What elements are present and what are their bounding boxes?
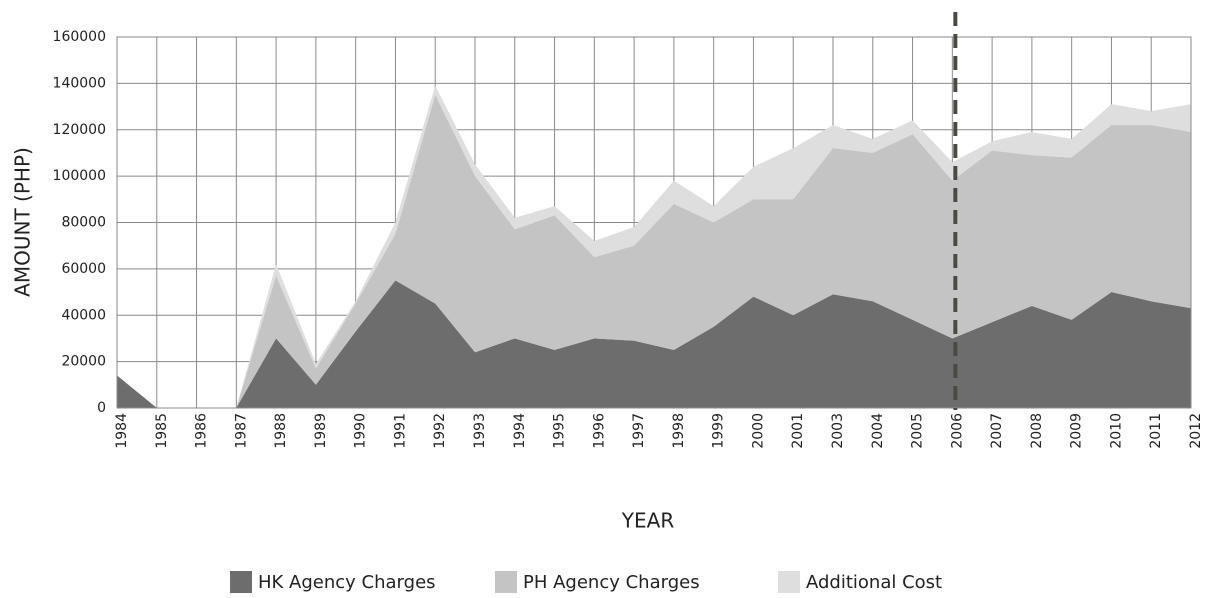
x-tick-label: 2009 (1069, 413, 1085, 449)
legend-swatch (495, 571, 517, 593)
legend-swatch (778, 571, 800, 593)
x-tick-label: 2012 (1188, 413, 1204, 449)
legend-swatch (230, 571, 252, 593)
x-tick-label: 1993 (472, 413, 488, 449)
y-tick-label: 40000 (61, 307, 106, 323)
y-axis-title: AMOUNT (PHP) (11, 147, 35, 297)
legend-label: HK Agency Charges (258, 572, 436, 593)
x-tick-label: 1985 (154, 413, 170, 449)
x-tick-label: 2007 (989, 413, 1005, 449)
x-tick-label: 2000 (750, 413, 766, 449)
x-tick-label: 1984 (114, 413, 130, 449)
x-tick-label: 1997 (631, 413, 647, 449)
x-tick-label: 1996 (591, 413, 607, 449)
x-tick-label: 1994 (512, 413, 528, 449)
x-tick-label: 2008 (1029, 413, 1045, 449)
x-tick-label: 1998 (671, 413, 687, 449)
legend-label: PH Agency Charges (523, 572, 700, 593)
x-tick-label: 2003 (830, 413, 846, 449)
x-tick-label: 1995 (552, 413, 568, 449)
x-tick-label: 2010 (1108, 413, 1124, 449)
x-tick-label: 2011 (1148, 413, 1164, 449)
legend-label: Additional Cost (806, 572, 942, 593)
y-tick-label: 100000 (53, 168, 106, 184)
y-tick-label: 20000 (61, 354, 106, 370)
x-tick-label: 1999 (711, 413, 727, 449)
x-tick-label: 2005 (910, 413, 926, 449)
y-tick-label: 120000 (53, 122, 106, 138)
y-tick-label: 160000 (53, 29, 106, 45)
x-tick-label: 2001 (790, 413, 806, 449)
y-tick-label: 80000 (61, 215, 106, 231)
y-tick-label: 0 (97, 400, 106, 416)
x-tick-label: 1991 (392, 413, 408, 449)
x-tick-label: 1990 (353, 413, 369, 449)
y-tick-label: 140000 (53, 75, 106, 91)
x-axis-title: YEAR (621, 509, 675, 533)
x-tick-label: 1992 (432, 413, 448, 449)
y-tick-label: 60000 (61, 261, 106, 277)
x-tick-label: 1988 (273, 413, 289, 449)
area (117, 280, 1191, 408)
x-tick-label: 1986 (194, 413, 210, 449)
x-tick-label: 1989 (313, 413, 329, 449)
area (117, 94, 1191, 408)
x-tick-label: 2004 (870, 413, 886, 449)
x-tick-label: 2006 (949, 413, 965, 449)
plot-border (116, 36, 1192, 409)
x-tick-label: 1987 (233, 413, 249, 449)
